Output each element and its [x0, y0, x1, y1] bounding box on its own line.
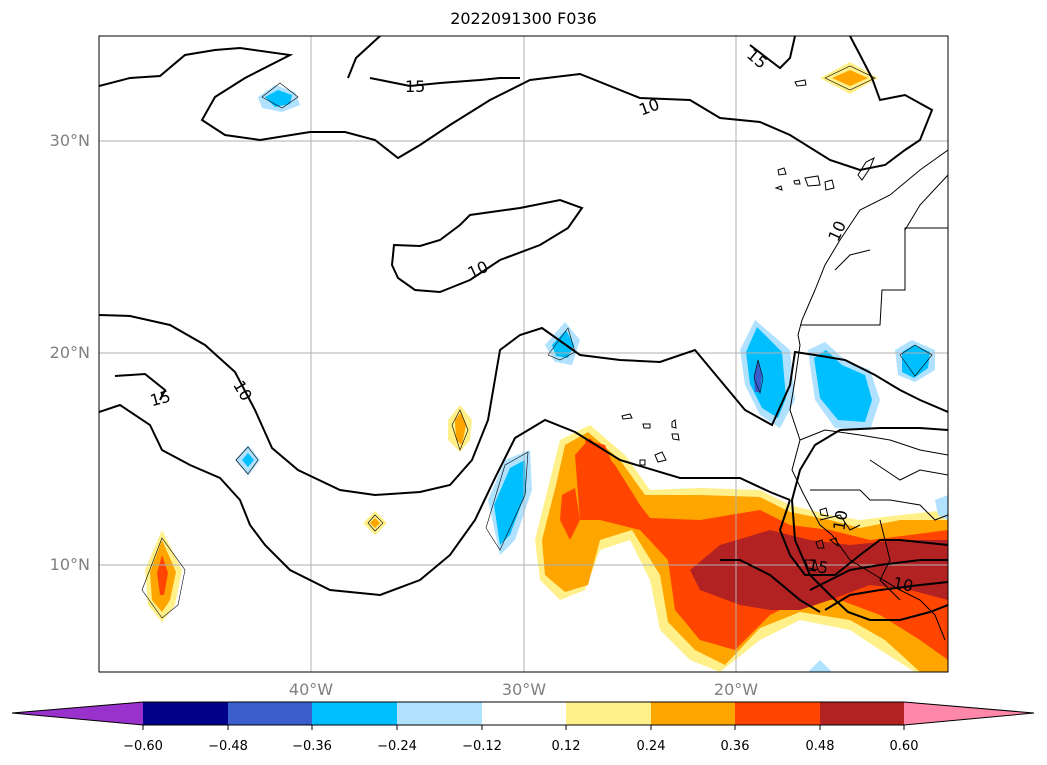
lon-label-30w: 30°W: [501, 680, 547, 699]
contour-label: 10: [829, 509, 851, 532]
colorbar-segment: [482, 702, 566, 725]
coastlines: [621, 79, 948, 641]
contour-lines: [99, 36, 948, 621]
map-title: 2022091300 F036: [450, 9, 597, 28]
map-frame: [98, 35, 949, 673]
gridlines: [99, 36, 948, 672]
colorbar-tick-label: −0.24: [377, 739, 417, 754]
colorbar-extend-low: [12, 702, 143, 725]
anomaly-outlines: [141, 65, 933, 619]
lon-label-40w: 40°W: [288, 680, 334, 699]
colorbar-segment: [397, 702, 482, 725]
colorbar-tick-label: 0.60: [889, 739, 919, 754]
lon-label-20w: 20°W: [713, 680, 759, 699]
colorbar-tick-label: −0.36: [292, 739, 332, 754]
colorbar-tick-label: 0.36: [720, 739, 750, 754]
colorbar-segment: [651, 702, 735, 725]
colorbar: [11, 701, 1035, 730]
contour-label: 10: [465, 257, 491, 283]
colorbar-extend-high: [904, 702, 1034, 725]
colorbar-tick-label: 0.48: [805, 739, 835, 754]
positive-anomaly-core: [690, 530, 948, 610]
colorbar-segment: [735, 702, 820, 725]
contour-label: 15: [405, 77, 425, 96]
contour-label: 10: [824, 218, 850, 244]
colorbar-tick-label: 0.24: [636, 739, 666, 754]
colorbar-tick-label: −0.12: [462, 739, 502, 754]
colorbar-segment: [820, 702, 904, 725]
colorbar-segment: [228, 702, 312, 725]
contour-label: 10: [229, 377, 256, 404]
lat-label-30n: 30°N: [49, 131, 90, 150]
contour-label: 10: [891, 573, 914, 595]
colorbar-segment: [143, 702, 228, 725]
colorbar-tick-label: −0.60: [123, 739, 163, 754]
contour-label: 15: [743, 45, 771, 73]
colorbar-segment: [312, 702, 397, 725]
colorbar-tick-label: 0.12: [551, 739, 581, 754]
colorbar-tick-label: −0.48: [208, 739, 248, 754]
lat-label-20n: 20°N: [49, 343, 90, 362]
contour-label: 15: [148, 387, 173, 411]
contour-label: 15: [806, 555, 829, 577]
colorbar-segment: [566, 702, 651, 725]
lat-label-10n: 10°N: [49, 555, 90, 574]
